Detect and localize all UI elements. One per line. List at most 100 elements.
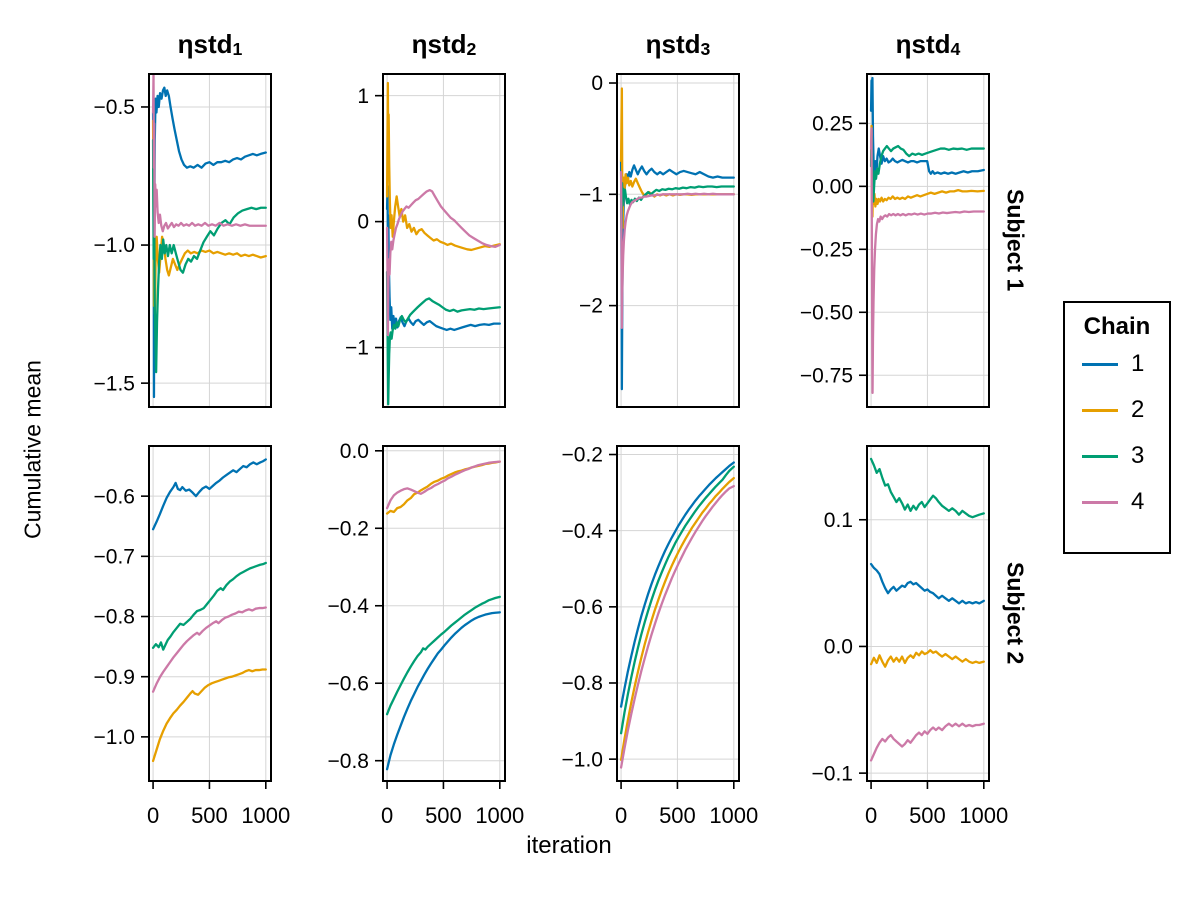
y-tick-label: −0.6 <box>94 485 135 508</box>
series-line-chain-1 <box>385 185 501 332</box>
col-title-etastd3: ηstd3 <box>616 26 740 62</box>
y-tick-label: −0.25 <box>800 238 853 261</box>
y-tick-label: −0.5 <box>94 96 135 119</box>
y-tick-label: −0.4 <box>328 595 370 618</box>
y-tick-label: −0.6 <box>562 596 603 619</box>
legend-title: Chain <box>1083 313 1151 340</box>
x-tick-label: 0 <box>147 803 159 828</box>
series-line-chain-4 <box>385 188 501 337</box>
axis-frame <box>616 73 740 408</box>
series-line-chain-2 <box>869 649 985 668</box>
col-title-sub: 1 <box>232 39 243 60</box>
x-tick-label: 500 <box>909 803 946 828</box>
legend: Chain 1 2 3 4 <box>1063 301 1171 554</box>
series-line-chain-4 <box>151 75 267 238</box>
y-tick-label: 0 <box>591 72 603 95</box>
series-line-chain-4 <box>151 606 267 693</box>
series-line-chain-3 <box>619 465 735 735</box>
series-line-chain-3 <box>619 182 735 235</box>
series-line-chain-4 <box>619 170 735 330</box>
panel-subject2-etastd3: −0.2 −0.4 −0.6 −0.8 −1.0 0 500 1000 <box>562 444 759 828</box>
axis-frame <box>866 445 990 782</box>
chain-2-line-swatch <box>1082 408 1118 412</box>
y-tick-label: 0.25 <box>812 113 853 136</box>
axis-frame <box>382 445 506 782</box>
x-tick-label: 1000 <box>709 803 758 828</box>
panel-subject1-etastd3: 0 −1 −2 <box>579 72 740 408</box>
plot-surface: 0.0 −0.2 −0.4 −0.6 −0.8 0 500 1000 <box>328 440 525 828</box>
series-line-chain-1 <box>151 86 267 399</box>
col-title-etastd1: ηstd1 <box>148 26 272 62</box>
plot-surface: 0 −1 −2 <box>579 72 740 408</box>
legend-item-chain-3: 3 <box>1065 433 1169 479</box>
col-title-base: ηstd <box>645 29 701 59</box>
y-tick-label: −1.5 <box>94 372 135 395</box>
y-tick-label: −1.0 <box>94 726 135 749</box>
x-tick-label: 0 <box>615 803 627 828</box>
series-line-chain-1 <box>151 458 267 531</box>
y-tick-label: 0 <box>357 211 369 234</box>
chain-1-line-swatch <box>1082 362 1118 366</box>
col-title-etastd4: ηstd4 <box>866 26 990 62</box>
panel-subject2-etastd4: 0.1 0.0 −0.1 0 500 1000 <box>812 445 1008 828</box>
legend-item-label: 1 <box>1131 350 1145 377</box>
y-tick-label: 0.00 <box>812 175 853 198</box>
x-tick-label: 500 <box>425 803 462 828</box>
x-tick-label: 0 <box>865 803 877 828</box>
series-line-chain-3 <box>385 270 501 406</box>
axis-frame <box>382 73 506 408</box>
series-line-chain-3 <box>869 457 985 519</box>
y-tick-label: −0.1 <box>812 762 853 785</box>
series-line-chain-4 <box>869 127 985 395</box>
plot-surface: 1 0 −1 <box>345 73 506 408</box>
y-tick-label: −0.2 <box>562 444 603 467</box>
y-tick-label: −0.8 <box>94 606 135 629</box>
y-tick-label: −0.4 <box>562 520 604 543</box>
series-line-chain-2 <box>619 476 735 762</box>
legend-item-chain-2: 2 <box>1065 387 1169 433</box>
x-tick-label: 0 <box>381 803 393 828</box>
x-axis-label: iteration <box>526 832 612 859</box>
y-tick-label: 0.0 <box>824 636 853 659</box>
col-title-sub: 3 <box>700 39 711 60</box>
col-title-etastd2: ηstd2 <box>382 26 506 62</box>
y-tick-label: −2 <box>579 295 603 318</box>
y-tick-label: −0.6 <box>328 672 369 695</box>
col-title-sub: 2 <box>466 39 477 60</box>
series-line-chain-1 <box>385 611 501 771</box>
col-title-base: ηstd <box>895 29 951 59</box>
series-line-chain-1 <box>869 562 985 605</box>
row-label-subject-2: Subject 2 <box>1002 562 1029 665</box>
y-tick-label: 0.0 <box>340 440 369 463</box>
x-tick-label: 500 <box>659 803 696 828</box>
legend-item-chain-1: 1 <box>1065 341 1169 387</box>
panel-subject1-etastd2: 1 0 −1 <box>345 73 506 408</box>
plot-surface: 0.1 0.0 −0.1 0 500 1000 <box>812 445 1008 828</box>
col-title-sub: 4 <box>950 39 961 60</box>
plot-surface: −0.6 −0.7 −0.8 −0.9 −1.0 0 500 1000 <box>94 445 290 828</box>
legend-item-label: 3 <box>1131 442 1145 469</box>
series-line-chain-2 <box>869 124 985 218</box>
axis-frame <box>148 73 272 408</box>
plot-surface: −0.5 −1.0 −1.5 <box>94 73 272 408</box>
y-tick-label: 1 <box>357 85 369 108</box>
legend-item-chain-4: 4 <box>1065 479 1169 525</box>
y-tick-label: −1.0 <box>562 748 603 771</box>
chain-3-line-swatch <box>1082 454 1118 458</box>
y-tick-label: −0.8 <box>328 750 369 773</box>
legend-item-label: 2 <box>1131 396 1145 423</box>
series-line-chain-3 <box>151 138 267 374</box>
panel-subject2-etastd1: −0.6 −0.7 −0.8 −0.9 −1.0 0 500 1000 <box>94 445 290 828</box>
axis-frame <box>866 73 990 408</box>
series-line-chain-3 <box>385 595 501 716</box>
plot-surface: −0.2 −0.4 −0.6 −0.8 −1.0 0 500 1000 <box>562 444 759 828</box>
y-axis-label: Cumulative mean <box>19 360 46 540</box>
x-tick-label: 1000 <box>241 803 290 828</box>
y-tick-label: −0.9 <box>94 666 135 689</box>
series-line-chain-2 <box>385 81 501 252</box>
axis-frame <box>616 445 740 782</box>
x-tick-label: 1000 <box>959 803 1008 828</box>
y-tick-label: −1 <box>579 183 603 206</box>
y-tick-label: −1.0 <box>94 234 135 257</box>
